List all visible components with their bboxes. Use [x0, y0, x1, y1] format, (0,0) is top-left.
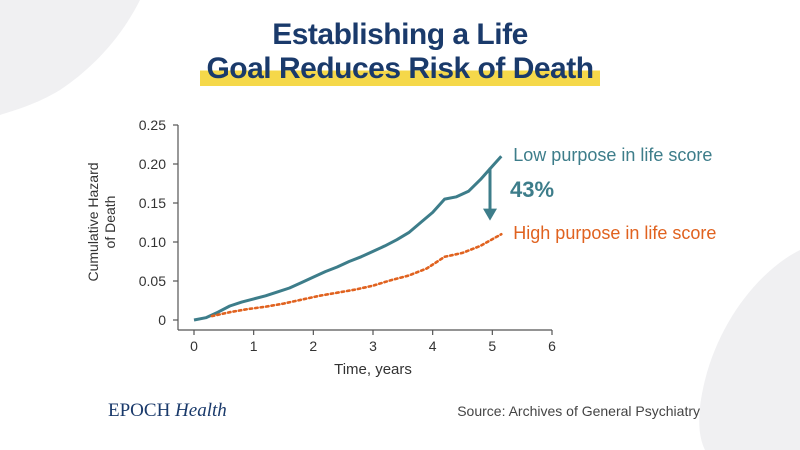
chart-title: Establishing a Life Goal Reduces Risk of…: [0, 18, 800, 86]
x-tick-label: 4: [429, 338, 437, 354]
y-tick-label: 0.05: [139, 273, 166, 289]
x-axis-label: Time, years: [334, 361, 412, 378]
logo-italic: Health: [175, 400, 227, 421]
title-line-2: Goal Reduces Risk of Death: [200, 52, 600, 86]
series-line-high-purpose: [210, 232, 503, 318]
x-tick-label: 6: [548, 338, 556, 354]
y-tick-label: 0.20: [139, 156, 166, 172]
x-tick-label: 3: [369, 338, 377, 354]
y-tick-label: 0.15: [139, 195, 166, 211]
series-label: High purpose in life score: [513, 223, 716, 243]
chart-series: [193, 155, 503, 322]
series-line-low-purpose: [193, 155, 503, 322]
x-tick-label: 5: [488, 338, 496, 354]
series-label: Low purpose in life score: [513, 145, 712, 165]
x-tick-label: 0: [190, 338, 198, 354]
x-tick-label: 2: [309, 338, 317, 354]
y-axis-label: Cumulative Hazardof Death: [85, 162, 118, 281]
logo-main: EPOCH: [108, 400, 171, 421]
x-tick-label: 1: [250, 338, 258, 354]
y-tick-label: 0.10: [139, 234, 166, 250]
reduction-arrow-head: [483, 208, 497, 221]
reduction-percentage: 43%: [510, 177, 554, 202]
source-note: Source: Archives of General Psychiatry: [457, 403, 700, 419]
title-line-1: Establishing a Life: [272, 18, 528, 51]
y-tick-label: 0.25: [139, 117, 166, 133]
epoch-health-logo: EPOCH Health: [108, 400, 227, 422]
chart-axes: [173, 124, 553, 335]
y-tick-label: 0: [158, 312, 166, 328]
chart-labels: 0 0.05 0.10 0.15 0.20 0.25 0 1 2 3 4 5 6 Time, years C…: [85, 117, 716, 378]
